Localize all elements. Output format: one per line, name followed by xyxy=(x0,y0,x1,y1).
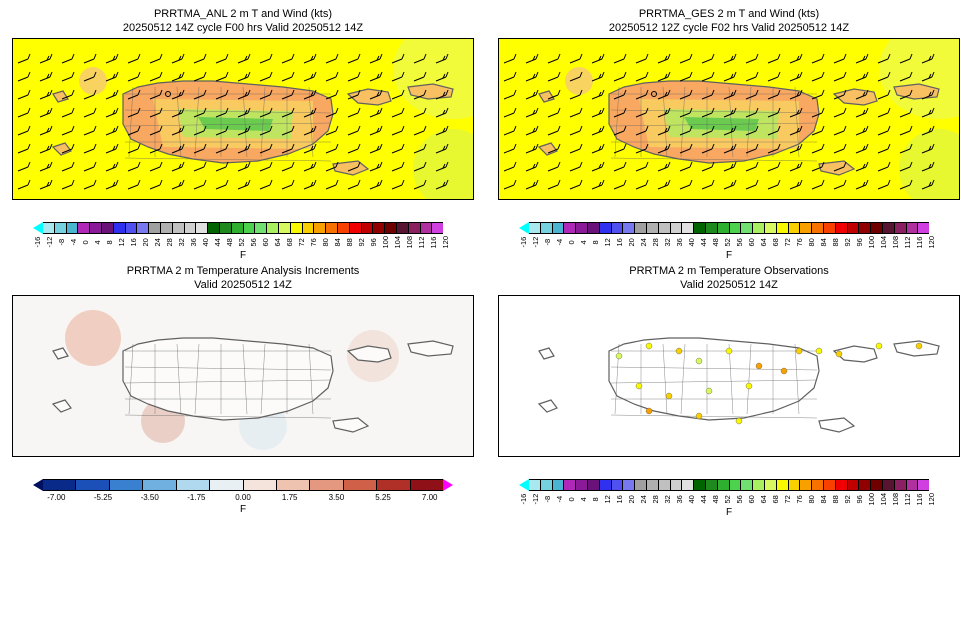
title-line1: PRRTMA 2 m Temperature Analysis Incremen… xyxy=(127,265,360,279)
map-frame xyxy=(12,38,474,200)
title-line1: PRRTMA_GES 2 m T and Wind (kts) xyxy=(609,8,849,22)
map-frame xyxy=(498,38,960,200)
panel-title: PRRTMA 2 m Temperature Analysis Incremen… xyxy=(127,265,360,293)
map-tl xyxy=(13,39,473,199)
colorbar-temp: -16-12-8-4048121620242832364044485256606… xyxy=(33,222,453,262)
panel-title: PRRTMA_ANL 2 m T and Wind (kts) 20250512… xyxy=(123,8,363,36)
title-line2: 20250512 12Z cycle F02 hrs Valid 2025051… xyxy=(609,22,849,36)
panel-title: PRRTMA 2 m Temperature Observations Vali… xyxy=(629,265,829,293)
panel-tr: PRRTMA_GES 2 m T and Wind (kts) 20250512… xyxy=(496,8,962,261)
map-br xyxy=(499,296,959,456)
map-frame xyxy=(498,295,960,457)
map-frame xyxy=(12,295,474,457)
colorbar-label: F xyxy=(240,250,246,261)
map-bl xyxy=(13,296,473,456)
colorbar-label: F xyxy=(726,507,732,518)
colorbar-temp: -16-12-8-4048121620242832364044485256606… xyxy=(519,222,939,262)
panel-title: PRRTMA_GES 2 m T and Wind (kts) 20250512… xyxy=(609,8,849,36)
colorbar-label: F xyxy=(240,504,246,515)
title-line2: Valid 20250512 14Z xyxy=(629,279,829,293)
map-tr xyxy=(499,39,959,199)
title-line1: PRRTMA 2 m Temperature Observations xyxy=(629,265,829,279)
colorbar-label: F xyxy=(726,250,732,261)
title-line2: 20250512 14Z cycle F00 hrs Valid 2025051… xyxy=(123,22,363,36)
panel-br: PRRTMA 2 m Temperature Observations Vali… xyxy=(496,265,962,518)
title-line2: Valid 20250512 14Z xyxy=(127,279,360,293)
colorbar-inc: -7.00-5.25-3.50-1.750.001.753.505.257.00… xyxy=(33,479,453,515)
title-line1: PRRTMA_ANL 2 m T and Wind (kts) xyxy=(123,8,363,22)
colorbar-temp: -16-12-8-4048121620242832364044485256606… xyxy=(519,479,939,519)
panel-bl: PRRTMA 2 m Temperature Analysis Incremen… xyxy=(10,265,476,518)
panel-tl: PRRTMA_ANL 2 m T and Wind (kts) 20250512… xyxy=(10,8,476,261)
